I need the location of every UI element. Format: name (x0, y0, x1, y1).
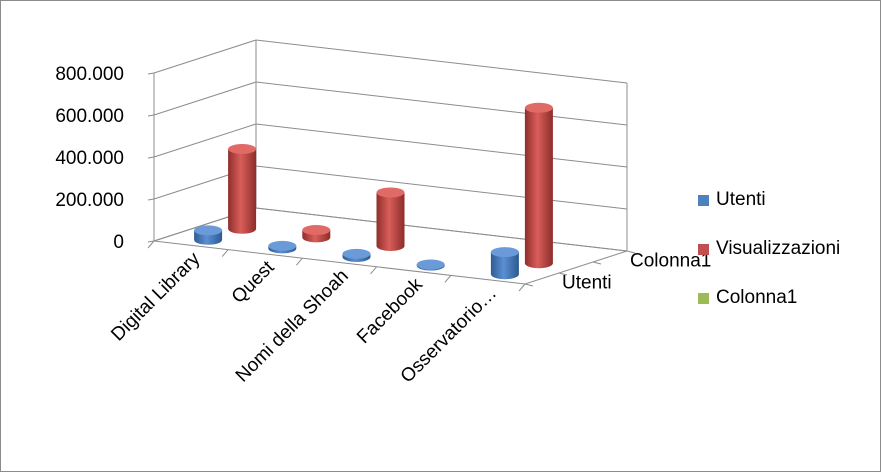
y-tick-label: 600.000 (55, 106, 124, 127)
legend-label-utenti: Utenti (716, 189, 766, 210)
bar-utenti (194, 225, 223, 245)
bar-utenti (342, 248, 371, 262)
gridline (153, 39, 628, 84)
axes (147, 72, 636, 292)
y-tick (147, 240, 155, 243)
depth-tick (558, 272, 568, 276)
bar-visualizzazioni (228, 144, 257, 234)
bar-visualizzazioni (376, 187, 405, 251)
category-tick (147, 240, 155, 249)
legend-item-utenti: Utenti (698, 188, 840, 212)
bar-visualizzazioni-top (228, 144, 257, 154)
y-tick-label: 400.000 (55, 148, 124, 169)
bar-utenti-top (268, 240, 297, 251)
category-tick (370, 266, 377, 275)
bar-visualizzazioni-body (524, 107, 553, 269)
bar-visualizzazioni (302, 225, 331, 243)
legend-swatch-visualizzazioni (698, 243, 709, 255)
category-tick (296, 257, 303, 266)
y-tick (147, 114, 155, 117)
depth-label: Colonna1 (630, 251, 711, 272)
bar-visualizzazioni-body (376, 192, 405, 251)
bar-utenti-top (416, 259, 445, 270)
y-tick-label: 200.000 (55, 190, 124, 211)
depth-tick (524, 283, 534, 287)
bar-visualizzazioni-top (376, 187, 405, 198)
y-tick (147, 72, 155, 75)
category-tick (444, 275, 452, 283)
depth-tick (592, 261, 602, 265)
legend-item-visualizzazioni: Visualizzazioni (698, 237, 840, 261)
bars (194, 102, 553, 280)
y-tick-label: 0 (113, 232, 124, 253)
bar-utenti-body (490, 252, 519, 280)
legend-item-colonna1: Colonna1 (698, 286, 840, 310)
bar-utenti-top (342, 248, 371, 259)
y-tick-label: 800.000 (55, 64, 124, 85)
category-label: Quest (228, 257, 279, 308)
bar-visualizzazioni-body (228, 149, 257, 234)
bar-utenti (416, 259, 445, 271)
bar-visualizzazioni (524, 102, 553, 269)
bar-utenti (268, 240, 297, 254)
bar-visualizzazioni-top (524, 102, 553, 113)
category-label: Facebook (353, 274, 427, 348)
bar-utenti-top (194, 225, 223, 236)
depth-label: Utenti (562, 273, 612, 294)
legend: Utenti Visualizzazioni Colonna1 (698, 188, 840, 335)
gridline (153, 81, 628, 126)
bar-utenti (490, 247, 519, 280)
category-tick (518, 283, 526, 292)
legend-swatch-colonna1 (698, 292, 709, 304)
legend-label-colonna1: Colonna1 (716, 287, 798, 308)
bar-utenti-top (490, 247, 519, 258)
depth-tick (626, 250, 636, 254)
bar-visualizzazioni-top (302, 225, 331, 236)
gridline (153, 123, 628, 168)
category-tick (221, 249, 229, 257)
category-label: Digital Library (107, 248, 204, 345)
legend-swatch-utenti (698, 194, 709, 206)
y-tick (147, 198, 155, 201)
legend-label-visualizzazioni: Visualizzazioni (716, 238, 841, 259)
y-tick (147, 156, 155, 159)
